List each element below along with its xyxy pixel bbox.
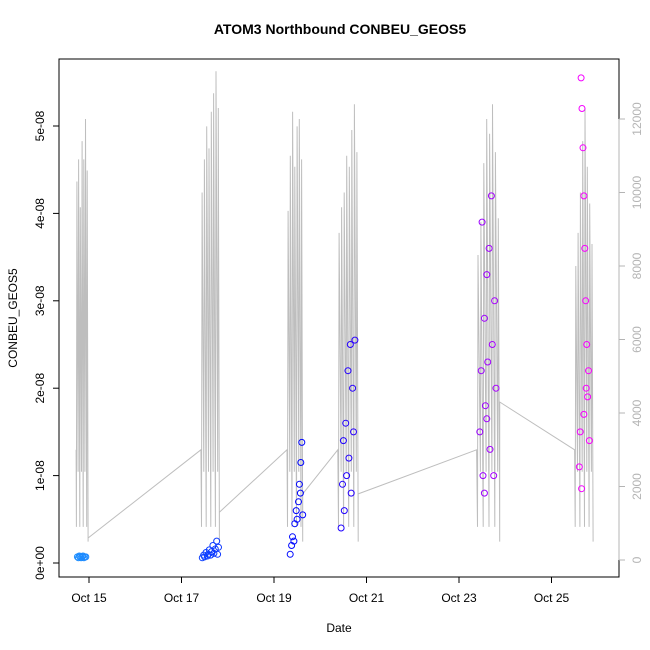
data-point bbox=[483, 415, 491, 423]
x-tick-label: Oct 19 bbox=[256, 591, 292, 605]
y-tick-label: 0e+00 bbox=[33, 546, 47, 580]
data-point bbox=[339, 480, 346, 488]
right-tick-label: 12000 bbox=[630, 102, 644, 136]
data-point bbox=[584, 393, 592, 401]
data-point bbox=[297, 459, 305, 466]
data-point bbox=[343, 472, 351, 480]
data-point bbox=[576, 428, 584, 436]
x-tick-label: Oct 17 bbox=[164, 591, 200, 605]
right-tick-label: 6000 bbox=[630, 326, 644, 353]
y-axis-label: CONBEU_GEOS5 bbox=[6, 268, 20, 368]
altitude-line bbox=[75, 71, 594, 542]
data-point bbox=[483, 271, 491, 279]
data-point bbox=[351, 336, 359, 344]
data-point bbox=[486, 445, 494, 453]
data-point bbox=[582, 297, 590, 305]
data-point bbox=[207, 551, 215, 559]
y-tick-label: 5e-08 bbox=[33, 110, 47, 141]
data-point bbox=[578, 485, 586, 493]
data-point bbox=[295, 480, 303, 488]
data-point bbox=[580, 192, 588, 200]
data-point bbox=[292, 507, 300, 515]
altitude-track bbox=[75, 71, 594, 542]
data-point bbox=[214, 550, 222, 558]
x-axis: Oct 15 Oct 17 Oct 19 Oct 21 Oct 23 Oct 25 bbox=[71, 576, 570, 605]
x-tick-label: Oct 15 bbox=[71, 591, 107, 605]
data-point bbox=[484, 358, 492, 366]
data-point bbox=[580, 410, 588, 418]
data-point bbox=[585, 367, 592, 375]
data-point bbox=[577, 74, 585, 82]
data-point bbox=[581, 244, 589, 252]
data-point bbox=[350, 428, 357, 436]
data-point bbox=[77, 554, 85, 562]
data-point bbox=[286, 550, 294, 558]
x-axis-label: Date bbox=[326, 621, 352, 635]
data-point bbox=[339, 437, 347, 445]
data-point bbox=[342, 419, 350, 427]
data-point bbox=[477, 367, 485, 375]
right-tick-label: 2000 bbox=[630, 473, 644, 500]
data-point bbox=[585, 437, 593, 445]
data-point bbox=[478, 218, 486, 226]
right-tick-label: 0 bbox=[630, 556, 644, 563]
data-point bbox=[346, 341, 354, 348]
data-point bbox=[480, 489, 488, 497]
data-point bbox=[479, 472, 487, 480]
right-tick-label: 4000 bbox=[630, 399, 644, 426]
data-point bbox=[289, 533, 296, 541]
data-point bbox=[298, 438, 306, 446]
right-axis: 0 2000 4000 6000 8000 10000 12000 bbox=[618, 102, 644, 563]
right-tick-label: 8000 bbox=[630, 252, 644, 279]
right-tick-label: 10000 bbox=[630, 175, 644, 209]
y-tick-label: 4e-08 bbox=[33, 198, 47, 229]
data-point bbox=[491, 297, 499, 305]
data-point bbox=[296, 489, 304, 497]
y-tick-label: 2e-08 bbox=[33, 373, 47, 404]
data-point bbox=[299, 511, 307, 519]
data-point bbox=[487, 192, 495, 200]
data-point bbox=[490, 472, 498, 480]
data-point bbox=[476, 428, 484, 436]
data-point bbox=[340, 507, 348, 515]
chart-title: ATOM3 Northbound CONBEU_GEOS5 bbox=[214, 21, 466, 37]
data-point bbox=[344, 367, 352, 375]
data-point bbox=[492, 384, 500, 392]
data-point bbox=[575, 463, 583, 471]
data-point bbox=[293, 515, 301, 523]
data-point bbox=[345, 454, 353, 462]
data-point bbox=[290, 537, 298, 545]
data-point bbox=[337, 524, 345, 532]
y-tick-label: 1e-08 bbox=[33, 460, 47, 491]
data-point bbox=[582, 384, 590, 392]
data-point bbox=[347, 489, 355, 497]
data-point bbox=[485, 244, 493, 252]
data-point bbox=[488, 341, 496, 348]
data-point bbox=[583, 341, 591, 348]
y-axis: 0e+00 1e-08 2e-08 3e-08 4e-08 5e-08 bbox=[33, 110, 60, 580]
y-tick-label: 3e-08 bbox=[33, 285, 47, 316]
x-tick-label: Oct 21 bbox=[349, 591, 385, 605]
data-point bbox=[579, 144, 587, 152]
data-points bbox=[73, 74, 593, 562]
x-tick-label: Oct 25 bbox=[534, 591, 570, 605]
data-point bbox=[481, 402, 489, 410]
data-point bbox=[82, 553, 90, 561]
data-point bbox=[578, 105, 586, 112]
x-tick-label: Oct 23 bbox=[441, 591, 477, 605]
data-point bbox=[210, 549, 218, 557]
data-point bbox=[480, 314, 488, 322]
data-point bbox=[295, 498, 302, 506]
data-point bbox=[213, 537, 221, 545]
data-point bbox=[349, 384, 357, 392]
data-point bbox=[215, 543, 222, 551]
